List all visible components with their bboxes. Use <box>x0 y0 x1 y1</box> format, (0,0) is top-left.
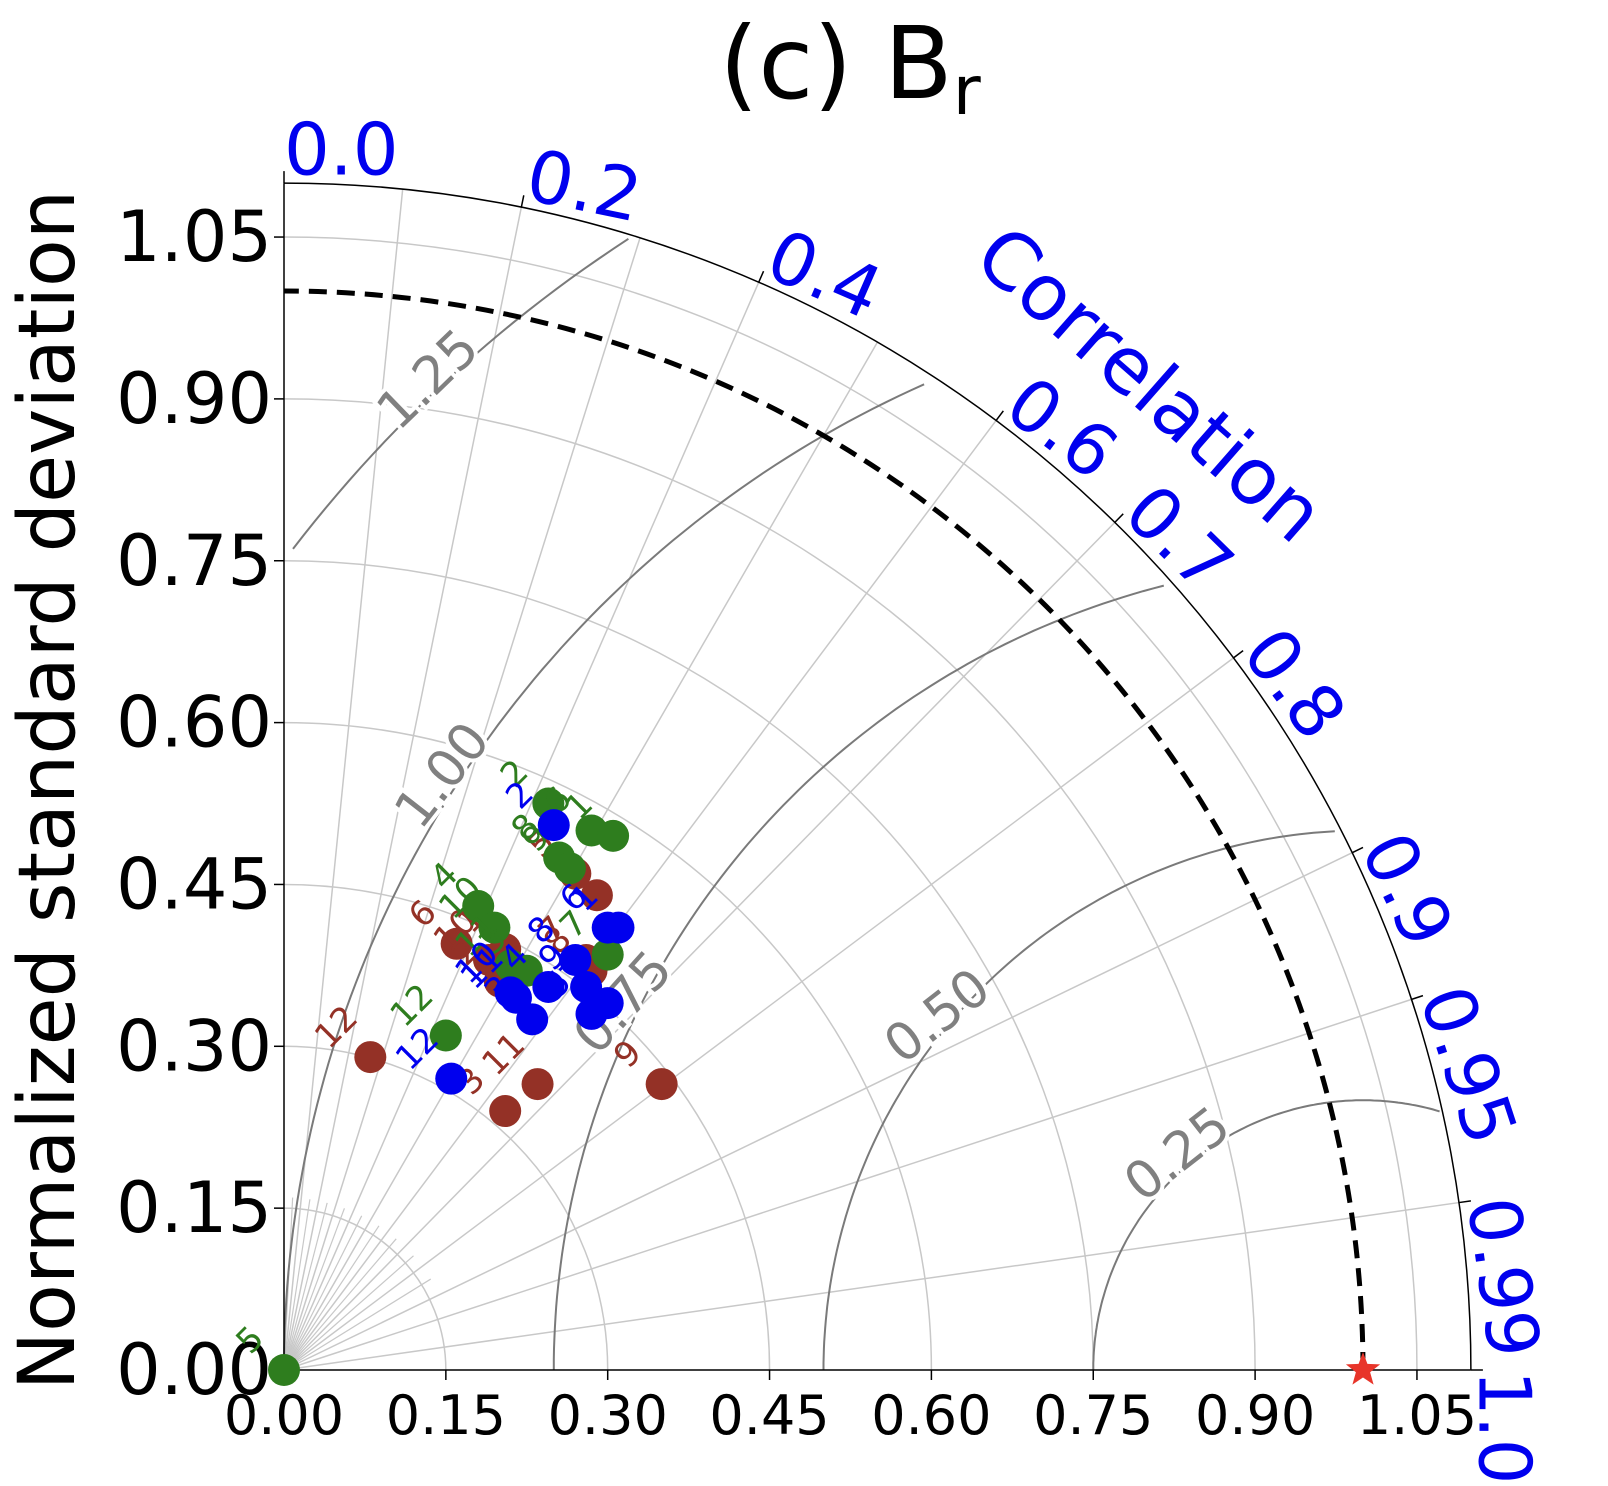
correlation-spoke-minor <box>283 1225 380 1371</box>
std-grid-arc <box>283 398 1256 1371</box>
data-point <box>580 879 613 912</box>
data-point <box>597 819 630 852</box>
data-point <box>575 997 608 1030</box>
correlation-tick-label: 0.4 <box>755 213 894 336</box>
data-point <box>553 852 586 885</box>
reference-std-arc <box>283 288 1366 1371</box>
correlation-tick-mark <box>1351 846 1364 854</box>
data-point <box>591 938 624 971</box>
x-tick-label: 0.75 <box>1033 1384 1153 1447</box>
data-point <box>440 927 473 960</box>
data-point <box>354 1041 387 1074</box>
axis-layer: 0.00 0.15 0.30 0.45 0.60 0.75 0.90 1.05 0.00 0.15… <box>116 108 1556 1485</box>
x-tick-label: 0.45 <box>709 1384 829 1447</box>
rms-contour <box>1092 1099 1440 1370</box>
correlation-spoke-minor <box>283 1255 414 1371</box>
chart-title-text: (c) B <box>719 5 952 122</box>
std-grid-arc <box>283 560 1094 1371</box>
y-tick-label: 0.30 <box>116 1005 272 1087</box>
correlation-spoke-minor <box>283 1278 432 1371</box>
correlation-spoke <box>283 420 997 1371</box>
y-tick-label: 0.75 <box>116 520 272 602</box>
correlation-spoke <box>283 341 879 1371</box>
correlation-tick-mark <box>1458 1200 1472 1204</box>
correlation-spoke <box>283 1201 1460 1371</box>
y-tick-label: 0.00 <box>116 1329 272 1411</box>
correlation-spoke <box>283 657 1234 1371</box>
y-axis-label: Normalized standard deviation <box>3 190 93 1390</box>
correlation-spoke-minor <box>283 1215 363 1371</box>
correlation-tick-label: 1.0 <box>1462 1370 1546 1485</box>
correlation-spoke <box>283 188 404 1371</box>
x-tick-label: 1.05 <box>1357 1384 1477 1447</box>
correlation-spoke <box>283 521 1116 1371</box>
data-point <box>559 943 592 976</box>
y-tick-label: 0.45 <box>116 843 272 925</box>
correlation-spoke <box>283 237 641 1371</box>
std-grid-arc <box>283 883 771 1371</box>
data-point-label: 11 <box>474 1025 533 1084</box>
correlation-tick-mark <box>1114 513 1124 523</box>
grid-layer <box>283 188 1460 1371</box>
correlation-spoke-minor <box>283 1238 397 1371</box>
correlation-tick-mark <box>1411 994 1424 1001</box>
y-tick-label: 0.90 <box>116 358 272 440</box>
rms-contour-label: 0.25 <box>1113 1095 1241 1214</box>
y-tick-label: 1.05 <box>116 196 272 278</box>
correlation-tick-mark <box>520 195 525 208</box>
correlation-tick-label: 0.2 <box>520 133 649 238</box>
std-grid-arc <box>283 1207 447 1371</box>
y-tick-label: 0.15 <box>116 1167 272 1249</box>
correlation-spoke-minor <box>283 1202 328 1371</box>
correlation-tick-label: 0.95 <box>1403 976 1533 1155</box>
correlation-spoke <box>283 851 1353 1371</box>
outer-correlation-arc <box>283 182 1472 1371</box>
x-tick-label: 0.00 <box>224 1384 344 1447</box>
y-tick-label: 0.60 <box>116 682 272 764</box>
rms-contour-label: 1.00 <box>383 711 502 839</box>
x-tick-label: 0.60 <box>871 1384 991 1447</box>
data-point <box>478 911 511 944</box>
rms-contour <box>822 830 1335 1370</box>
rms-contour-label: 0.50 <box>873 957 1001 1076</box>
reference-star-marker <box>1345 1352 1381 1385</box>
std-grid-arc <box>283 721 933 1371</box>
x-tick-label: 0.15 <box>386 1384 506 1447</box>
chart-title-subscript: r <box>953 52 981 131</box>
rms-contour <box>552 584 1165 1370</box>
data-point <box>602 911 635 944</box>
data-point <box>516 1003 549 1036</box>
x-tick-label: 0.30 <box>548 1384 668 1447</box>
data-points-layer: 1231196110254875124101132618791226189754… <box>228 752 678 1386</box>
correlation-tick-mark <box>758 270 765 283</box>
correlation-tick-label: 0.0 <box>284 108 399 192</box>
x-tick-label: 0.90 <box>1195 1384 1315 1447</box>
correlation-tick-label: 0.99 <box>1451 1192 1557 1363</box>
correlation-spoke <box>283 998 1412 1371</box>
correlation-spoke-minor <box>283 1208 345 1371</box>
rms-contour <box>283 383 925 1371</box>
data-point <box>521 1068 554 1101</box>
data-point <box>429 1019 462 1052</box>
correlation-spoke <box>283 281 760 1371</box>
correlation-spoke-minor <box>283 1199 311 1371</box>
correlation-tick-label: 0.8 <box>1227 613 1363 755</box>
chart-title: (c) Br <box>719 5 980 131</box>
correlation-tick-mark <box>1233 650 1244 659</box>
data-point <box>268 1354 300 1386</box>
data-point <box>537 809 570 842</box>
rms-contour-label: 1.25 <box>366 318 491 442</box>
rms-contour <box>292 237 629 550</box>
data-point <box>489 1095 522 1128</box>
data-point <box>435 1062 468 1095</box>
correlation-tick-label: 0.9 <box>1345 820 1471 960</box>
correlation-tick-mark <box>995 410 1004 421</box>
data-point <box>532 970 565 1003</box>
data-point <box>645 1068 678 1101</box>
std-grid-arc <box>283 236 1418 1371</box>
correlation-spoke <box>283 206 523 1371</box>
